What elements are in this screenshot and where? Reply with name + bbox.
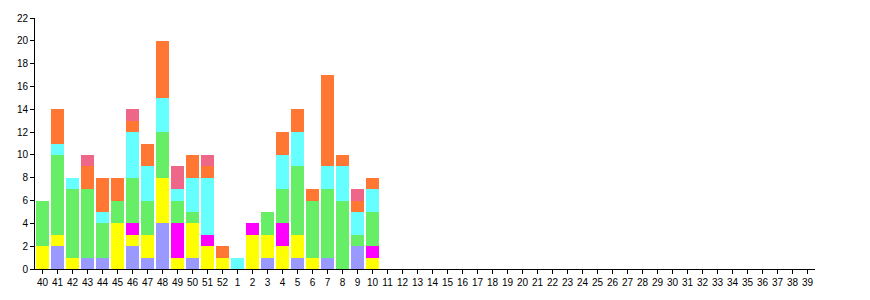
svg-text:41: 41 [52,277,64,288]
svg-text:6: 6 [22,195,28,206]
svg-text:4: 4 [22,218,28,229]
svg-text:19: 19 [502,277,514,288]
svg-text:22: 22 [17,13,29,24]
svg-text:46: 46 [127,277,139,288]
svg-text:17: 17 [472,277,484,288]
svg-text:52: 52 [217,277,229,288]
svg-text:30: 30 [667,277,679,288]
svg-text:13: 13 [412,277,424,288]
svg-text:4: 4 [280,277,286,288]
svg-text:51: 51 [202,277,214,288]
svg-text:20: 20 [17,35,29,46]
svg-text:39: 39 [802,277,814,288]
svg-text:15: 15 [442,277,454,288]
svg-text:2: 2 [22,241,28,252]
svg-text:20: 20 [517,277,529,288]
svg-text:26: 26 [607,277,619,288]
svg-text:16: 16 [17,81,29,92]
svg-text:5: 5 [295,277,301,288]
svg-text:33: 33 [712,277,724,288]
svg-text:32: 32 [697,277,709,288]
svg-text:9: 9 [355,277,361,288]
svg-text:35: 35 [742,277,754,288]
svg-text:22: 22 [547,277,559,288]
svg-text:36: 36 [757,277,769,288]
svg-text:31: 31 [682,277,694,288]
svg-text:48: 48 [157,277,169,288]
svg-text:38: 38 [787,277,799,288]
svg-text:50: 50 [187,277,199,288]
svg-text:47: 47 [142,277,154,288]
svg-text:18: 18 [487,277,499,288]
svg-text:0: 0 [22,264,28,275]
svg-text:3: 3 [265,277,271,288]
svg-text:45: 45 [112,277,124,288]
svg-text:49: 49 [172,277,184,288]
svg-text:37: 37 [772,277,784,288]
svg-text:23: 23 [562,277,574,288]
svg-text:8: 8 [22,172,28,183]
svg-text:1: 1 [235,277,241,288]
svg-text:8: 8 [340,277,346,288]
svg-text:14: 14 [17,104,29,115]
svg-text:24: 24 [577,277,589,288]
svg-text:10: 10 [367,277,379,288]
svg-text:40: 40 [37,277,49,288]
svg-text:7: 7 [325,277,331,288]
svg-text:34: 34 [727,277,739,288]
svg-text:29: 29 [652,277,664,288]
svg-text:11: 11 [382,277,393,288]
svg-text:6: 6 [310,277,316,288]
svg-text:18: 18 [17,58,29,69]
svg-text:12: 12 [17,127,29,138]
svg-text:14: 14 [427,277,439,288]
svg-text:16: 16 [457,277,469,288]
svg-text:25: 25 [592,277,604,288]
svg-text:2: 2 [250,277,256,288]
svg-text:43: 43 [82,277,94,288]
svg-text:27: 27 [622,277,634,288]
svg-text:10: 10 [17,149,29,160]
svg-text:12: 12 [397,277,409,288]
svg-text:21: 21 [532,277,544,288]
svg-text:42: 42 [67,277,79,288]
svg-text:28: 28 [637,277,649,288]
svg-text:44: 44 [97,277,109,288]
